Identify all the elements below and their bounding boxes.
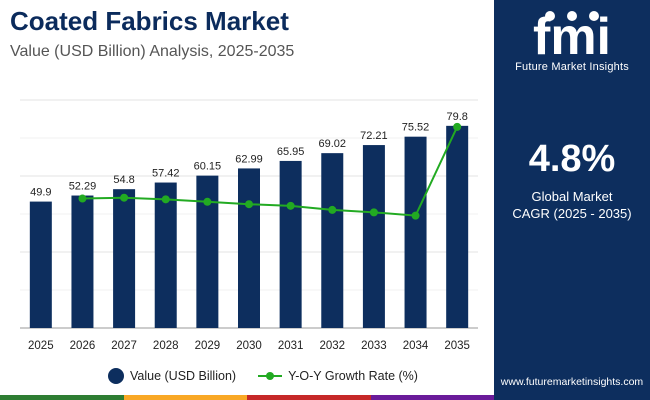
bars <box>29 125 469 328</box>
bar-label-2034: 75.52 <box>402 122 430 134</box>
bar-label-2029: 60.15 <box>194 161 222 173</box>
logo-tagline: Future Market Insights <box>515 61 629 73</box>
chart-canvas: 49.9 52.29 54.8 57.42 60.15 62.99 65.95 69.02 72… <box>20 99 478 352</box>
legend-item-value: Value (USD Billion) <box>108 368 236 384</box>
bar-label-2026: 52.29 <box>69 181 97 193</box>
bar-label-2030: 62.99 <box>235 153 263 165</box>
x-tick-2029: 2029 <box>195 340 221 352</box>
bar-label-2031: 65.95 <box>277 146 305 158</box>
bar-2025 <box>29 201 52 328</box>
bar-label-2032: 69.02 <box>319 138 347 150</box>
growth-point-2029 <box>203 197 212 206</box>
growth-point-2027 <box>120 193 129 202</box>
legend-line-swatch <box>258 372 283 380</box>
bottom-bar-segment-purple <box>370 395 494 400</box>
legend: Value (USD Billion) Y-O-Y Growth Rate (%… <box>108 368 440 384</box>
bar-2032 <box>321 153 344 328</box>
growth-line-path <box>82 126 459 217</box>
cagr-label-line2: CAGR (2025 - 2035) <box>512 206 632 221</box>
bar-2031 <box>279 160 302 328</box>
bar-label-2028: 57.42 <box>152 168 180 180</box>
growth-point-2030 <box>245 200 253 209</box>
bottom-bar-segment-red <box>247 395 371 400</box>
growth-point-2031 <box>286 201 295 210</box>
x-tick-2031: 2031 <box>278 340 304 352</box>
bottom-bar-segment-green <box>0 395 124 400</box>
bar-labels: 49.9 52.29 54.8 57.42 60.15 62.99 65.95 69.02 72… <box>30 111 468 199</box>
legend-growth-label: Y-O-Y Growth Rate (%) <box>288 369 418 383</box>
bar-2033 <box>362 145 385 328</box>
x-tick-2026: 2026 <box>70 340 96 352</box>
bar-2027 <box>113 189 136 328</box>
logo-dot-icon <box>589 11 599 21</box>
bar-2026 <box>71 195 94 328</box>
bottom-color-bar <box>0 395 494 400</box>
x-tick-2025: 2025 <box>28 340 54 352</box>
x-tick-2030: 2030 <box>236 340 262 352</box>
bar-2034 <box>404 136 427 328</box>
bar-2029 <box>196 175 219 328</box>
chart-title: Coated Fabrics Market <box>10 6 289 36</box>
legend-value-label: Value (USD Billion) <box>130 369 237 383</box>
website-link[interactable]: www.futuremarketinsights.com <box>500 376 644 388</box>
x-tick-2034: 2034 <box>403 340 429 352</box>
growth-point-2033 <box>369 208 378 217</box>
bar-2028 <box>154 182 177 328</box>
bar-2035 <box>446 125 469 328</box>
bar-label-2027: 54.8 <box>113 174 134 186</box>
x-tick-2028: 2028 <box>153 340 179 352</box>
bar-label-2035: 79.8 <box>446 111 467 123</box>
growth-point-2034 <box>411 211 420 220</box>
chart-subtitle: Value (USD Billion) Analysis, 2025-2035 <box>10 43 295 60</box>
growth-point-2028 <box>161 195 170 204</box>
bar-2030 <box>238 168 260 328</box>
legend-bar-swatch <box>108 368 124 384</box>
growth-line <box>78 122 462 220</box>
bar-label-2025: 49.9 <box>30 187 51 199</box>
logo-dot-icon <box>567 11 577 21</box>
fmi-logo-mark: fmi <box>533 8 611 66</box>
x-tick-2027: 2027 <box>111 340 137 352</box>
growth-point-2026 <box>78 194 87 203</box>
bottom-bar-segment-yellow <box>123 395 247 400</box>
logo-dot-icon <box>545 11 555 21</box>
bar-label-2033: 72.21 <box>360 130 388 142</box>
cagr-label-line1: Global Market <box>531 189 613 204</box>
cagr-value: 4.8% <box>528 138 616 180</box>
fmi-logo: fmi Future Market Insights <box>494 4 650 74</box>
x-tick-2033: 2033 <box>361 340 387 352</box>
x-tick-labels: 2025 2026 2027 2028 2029 2030 2031 2032 2033 2034… <box>28 340 470 352</box>
cagr-label: Global Market CAGR (2025 - 2035) <box>494 188 650 222</box>
x-tick-2035: 2035 <box>444 340 470 352</box>
legend-item-growth: Y-O-Y Growth Rate (%) <box>258 369 418 383</box>
growth-point-2032 <box>328 205 337 214</box>
growth-point-2035 <box>453 122 462 131</box>
sidebar-panel: fmi Future Market Insights 4.8% Global M… <box>494 0 650 400</box>
x-tick-2032: 2032 <box>319 340 345 352</box>
